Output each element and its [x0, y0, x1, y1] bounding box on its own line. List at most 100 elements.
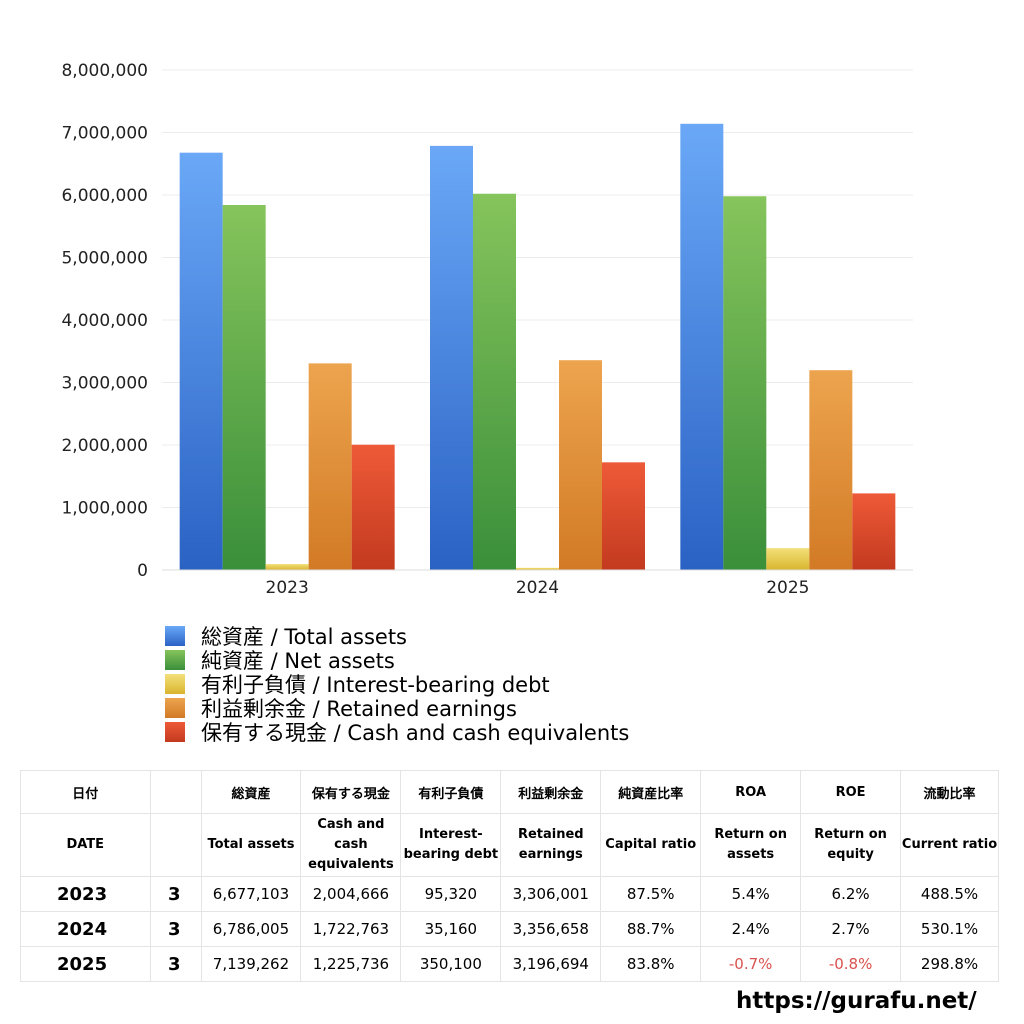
cell-year: 2024	[20, 911, 151, 947]
y-tick-label: 1,000,000	[61, 499, 148, 519]
legend-label: 利益剰余金 / Retained earnings	[201, 697, 517, 721]
header-date-jp: 日付	[20, 770, 151, 814]
bar	[723, 196, 767, 570]
chart-legend: 総資産 / Total assets 純資産 / Net assets 有利子負…	[165, 624, 630, 745]
cell-cash: 2,004,666	[300, 876, 402, 912]
bar	[809, 370, 853, 570]
legend-item-retained-earnings: 利益剰余金 / Retained earnings	[165, 696, 629, 721]
header-roe-en: Return on equity	[800, 813, 902, 877]
header-blank	[149, 813, 202, 877]
cell-debt: 350,100	[400, 946, 502, 982]
cell-roa: -0.7%	[700, 946, 802, 982]
cell-retained: 3,356,658	[500, 911, 602, 947]
header-capital-ratio-jp: 純資産比率	[600, 770, 702, 814]
table-row: 2025 3 7,139,262 1,225,736 350,100 3,196…	[20, 946, 999, 982]
cell-month: 3	[149, 911, 202, 947]
cell-capital-ratio: 83.8%	[600, 946, 702, 982]
source-url[interactable]: https://gurafu.net/	[736, 988, 977, 1014]
header-roe: ROE	[800, 770, 902, 814]
y-tick-label: 6,000,000	[61, 186, 148, 206]
legend-label: 保有する現金 / Cash and cash equivalents	[201, 721, 630, 745]
header-debt-en: Interest-bearing debt	[400, 813, 502, 877]
cell-year: 2025	[20, 946, 151, 982]
cell-cash: 1,225,736	[300, 946, 402, 982]
header-capital-ratio-en: Capital ratio	[600, 813, 702, 877]
header-retained-jp: 利益剰余金	[500, 770, 602, 814]
bar	[265, 564, 309, 570]
header-cash-jp: 保有する現金	[300, 770, 402, 814]
header-cash-en: Cash and cash equivalents	[300, 813, 402, 877]
header-retained-en: Retained earnings	[500, 813, 602, 877]
bar	[766, 548, 810, 570]
cell-cash: 1,722,763	[300, 911, 402, 947]
table-row: 2024 3 6,786,005 1,722,763 35,160 3,356,…	[20, 911, 999, 947]
cell-debt: 95,320	[400, 876, 502, 912]
y-tick-label: 7,000,000	[61, 124, 148, 144]
header-roa-en: Return on assets	[700, 813, 802, 877]
y-tick-label: 3,000,000	[61, 374, 148, 394]
legend-label: 純資産 / Net assets	[201, 649, 395, 673]
y-tick-label: 0	[137, 561, 148, 581]
legend-swatch-retained-earnings	[165, 698, 185, 718]
bar	[680, 123, 724, 570]
x-tick-label: 2025	[766, 578, 809, 598]
table-row: 2023 3 6,677,103 2,004,666 95,320 3,306,…	[20, 876, 999, 912]
legend-label: 有利子負債 / Interest-bearing debt	[201, 673, 550, 697]
legend-swatch-interest-bearing-debt	[165, 674, 185, 694]
x-tick-label: 2023	[266, 578, 309, 598]
x-tick-label: 2024	[516, 578, 559, 598]
legend-swatch-total-assets	[165, 626, 185, 646]
bar	[852, 493, 896, 570]
cell-year: 2023	[20, 876, 151, 912]
cell-roa: 5.4%	[700, 876, 802, 912]
header-date-en: DATE	[20, 813, 151, 877]
bar	[222, 205, 266, 570]
header-total-assets-en: Total assets	[200, 813, 302, 877]
financial-data-table: 日付 総資産 保有する現金 有利子負債 利益剰余金 純資産比率 ROA ROE …	[20, 770, 999, 982]
cell-roe: 2.7%	[800, 911, 902, 947]
cell-month: 3	[149, 946, 202, 982]
cell-total-assets: 6,786,005	[200, 911, 302, 947]
header-blank	[150, 770, 202, 814]
cell-roe: -0.8%	[800, 946, 902, 982]
table-header-jp: 日付 総資産 保有する現金 有利子負債 利益剰余金 純資産比率 ROA ROE …	[20, 770, 999, 814]
y-tick-label: 4,000,000	[61, 311, 148, 331]
bar	[602, 462, 645, 570]
bar	[179, 152, 223, 570]
legend-swatch-net-assets	[165, 650, 185, 670]
cell-current-ratio: 298.8%	[900, 946, 999, 982]
cell-month: 3	[149, 876, 202, 912]
header-current-ratio-jp: 流動比率	[900, 770, 999, 814]
y-tick-label: 8,000,000	[61, 61, 148, 81]
bar-chart: 0 1,000,000 2,000,000 3,000,000 4,000,000 5,0…	[61, 61, 913, 598]
legend-swatch-cash	[165, 722, 185, 742]
bar	[430, 145, 473, 570]
header-total-assets-jp: 総資産	[200, 770, 302, 814]
legend-label: 総資産 / Total assets	[201, 625, 407, 649]
bar	[516, 567, 559, 570]
cell-roa: 2.4%	[700, 911, 802, 947]
legend-item-interest-bearing-debt: 有利子負債 / Interest-bearing debt	[165, 672, 629, 697]
cell-roe: 6.2%	[800, 876, 902, 912]
bar	[308, 363, 352, 570]
bar	[559, 360, 602, 570]
bar	[351, 444, 395, 570]
y-tick-label: 2,000,000	[61, 436, 148, 456]
legend-item-cash: 保有する現金 / Cash and cash equivalents	[165, 720, 630, 745]
bar	[473, 193, 516, 570]
cell-retained: 3,196,694	[500, 946, 602, 982]
header-roa: ROA	[700, 770, 802, 814]
cell-debt: 35,160	[400, 911, 502, 947]
table-header-en: DATE Total assets Cash and cash equivale…	[20, 813, 999, 877]
cell-current-ratio: 530.1%	[900, 911, 999, 947]
cell-retained: 3,306,001	[500, 876, 602, 912]
cell-capital-ratio: 87.5%	[600, 876, 702, 912]
header-current-ratio-en: Current ratio	[900, 813, 999, 877]
cell-capital-ratio: 88.7%	[600, 911, 702, 947]
cell-total-assets: 6,677,103	[200, 876, 302, 912]
header-debt-jp: 有利子負債	[400, 770, 502, 814]
legend-item-net-assets: 純資産 / Net assets	[165, 648, 629, 673]
y-tick-label: 5,000,000	[61, 249, 148, 269]
cell-current-ratio: 488.5%	[900, 876, 999, 912]
legend-item-total-assets: 総資産 / Total assets	[165, 624, 629, 649]
